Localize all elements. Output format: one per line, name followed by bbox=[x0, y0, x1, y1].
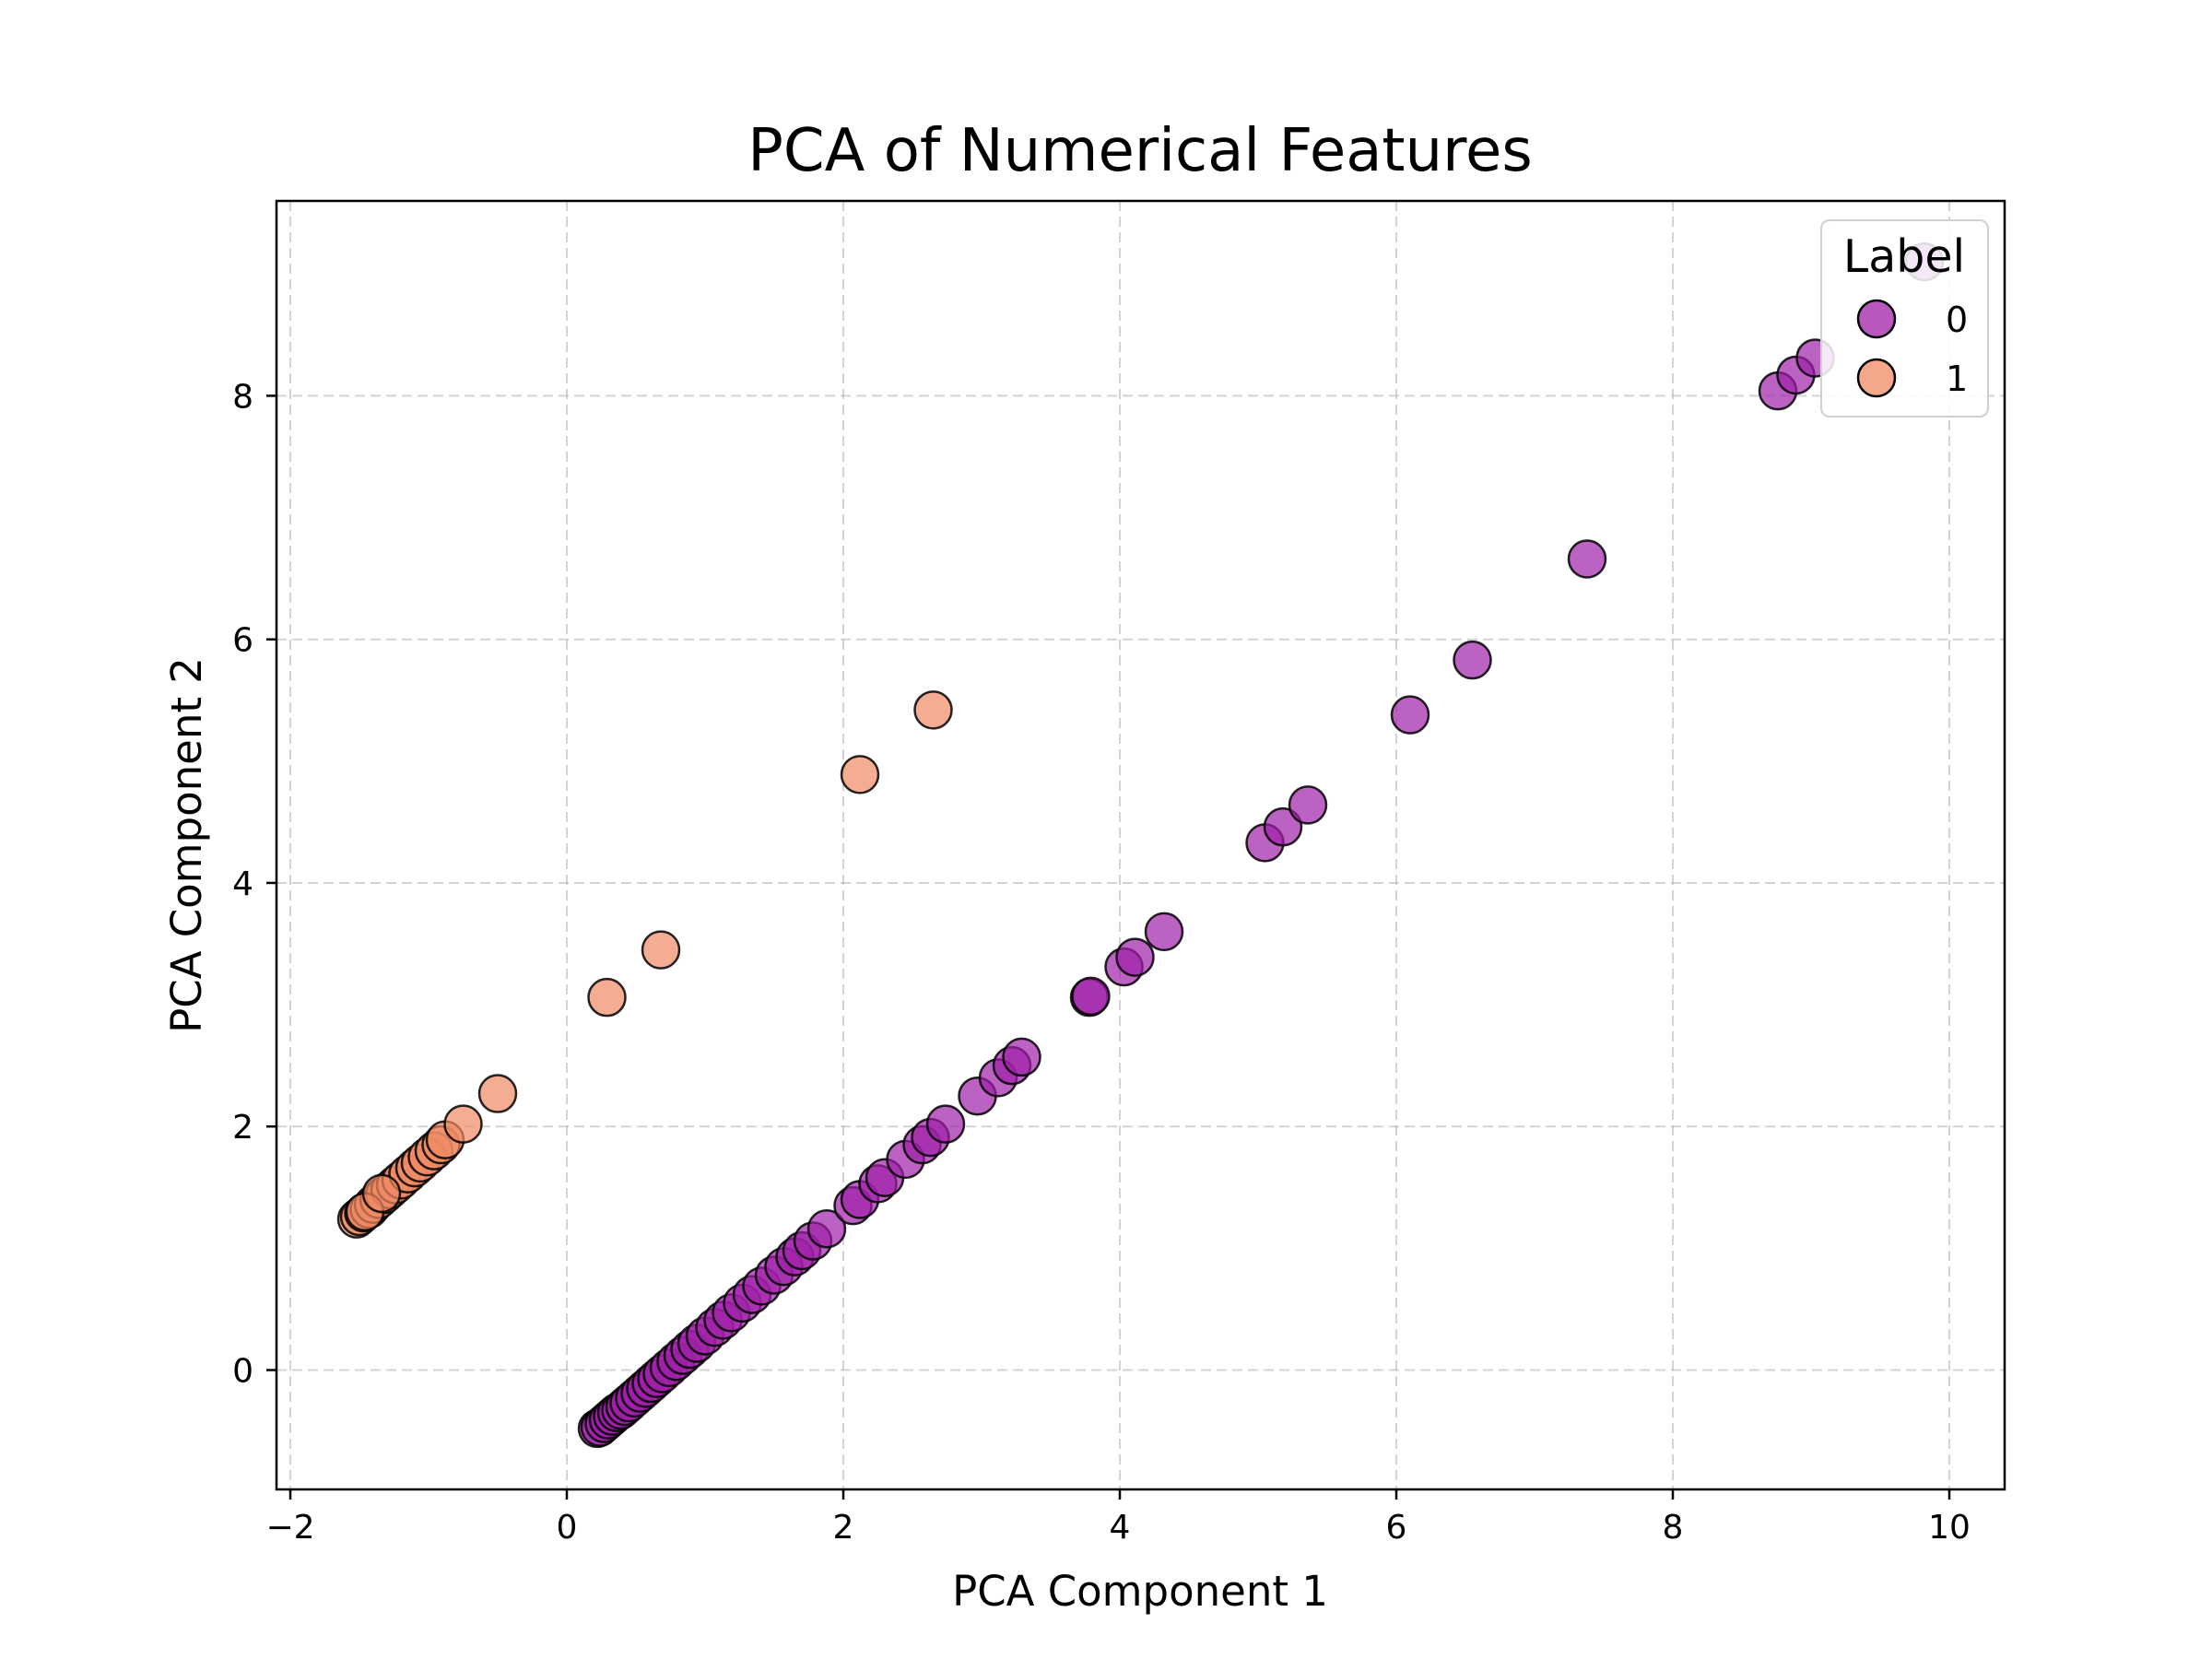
grid bbox=[276, 201, 2005, 1489]
scatter-point-label-0 bbox=[1390, 695, 1430, 735]
x-tick-label: 4 bbox=[1110, 1509, 1131, 1547]
scatter-point-label-0 bbox=[1263, 806, 1303, 847]
scatter-point-label-1 bbox=[443, 1104, 483, 1144]
scatter-point-label-0 bbox=[925, 1104, 966, 1144]
scatter-point-label-1 bbox=[361, 1173, 402, 1214]
legend-marker-0 bbox=[1856, 299, 1897, 339]
x-tick-label: 10 bbox=[1928, 1509, 1971, 1547]
y-tick-label: 4 bbox=[232, 865, 253, 903]
legend: Label 0 1 bbox=[1820, 219, 1989, 418]
chart-title: PCA of Numerical Features bbox=[747, 117, 1532, 185]
plot-frame bbox=[275, 199, 2006, 1491]
x-tick-label: 8 bbox=[1663, 1509, 1684, 1547]
scatter-point-label-1 bbox=[477, 1074, 518, 1113]
x-axis-label: PCA Component 1 bbox=[952, 1567, 1328, 1616]
legend-marker-1 bbox=[1856, 358, 1897, 398]
x-tick-label: 6 bbox=[1386, 1509, 1407, 1547]
legend-label-0: 0 bbox=[1946, 300, 1968, 340]
y-tick-label: 2 bbox=[232, 1109, 253, 1147]
scatter-point-label-1 bbox=[587, 977, 627, 1018]
y-tick-label: 0 bbox=[232, 1353, 253, 1391]
scatter-point-label-0 bbox=[1002, 1037, 1041, 1077]
scatter-point-label-0 bbox=[1144, 912, 1184, 952]
scatter-point-label-1 bbox=[641, 930, 681, 970]
scatter-point-label-0 bbox=[1071, 976, 1111, 1017]
y-axis-label: PCA Component 2 bbox=[162, 657, 211, 1033]
scatter-point-label-0 bbox=[1567, 539, 1607, 579]
legend-title: Label bbox=[1843, 230, 1965, 283]
axis-ticks: −2 0 2 4 6 8 10 0 2 4 6 8 bbox=[232, 378, 1971, 1547]
scatter-point-label-0 bbox=[1288, 785, 1328, 825]
x-tick-label: 0 bbox=[557, 1509, 578, 1547]
scatter-point-label-1 bbox=[913, 690, 953, 730]
data-points bbox=[336, 241, 1945, 1449]
x-tick-label: 2 bbox=[833, 1509, 854, 1547]
scatter-point-label-1 bbox=[840, 755, 880, 794]
x-tick-label: −2 bbox=[265, 1509, 314, 1547]
legend-label-1: 1 bbox=[1946, 359, 1968, 399]
y-tick-label: 8 bbox=[232, 378, 253, 416]
scatter-point-label-0 bbox=[806, 1208, 847, 1249]
scatter-point-label-0 bbox=[1115, 937, 1155, 977]
y-tick-label: 6 bbox=[232, 622, 253, 660]
scatter-point-label-0 bbox=[1453, 640, 1492, 680]
